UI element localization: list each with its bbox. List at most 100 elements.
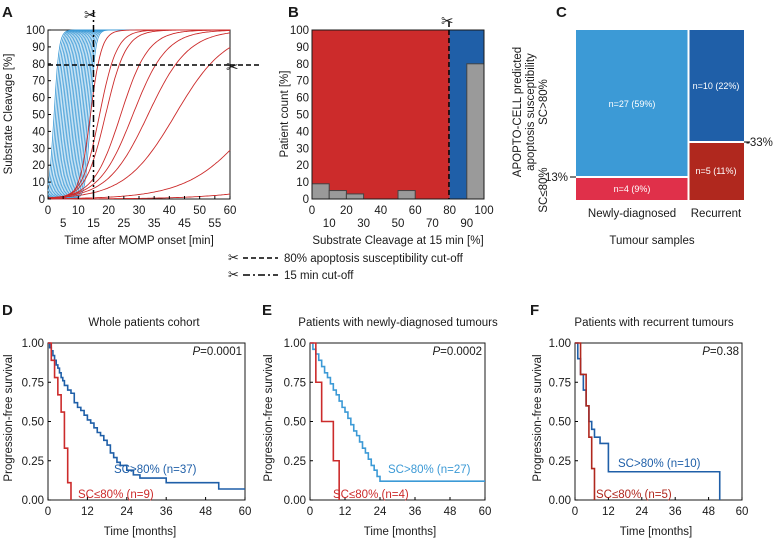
y-tick-label: 40 (296, 126, 309, 138)
panel-e-plot: 0.00 0.25 0.50 0.75 1.00 0 12 24 36 48 60 P=0.0002 S… (284, 338, 492, 518)
y-tick-label: 0.75 (284, 377, 306, 389)
x-tick-label: 25 (117, 218, 130, 230)
y-tick-label: 0.50 (284, 417, 306, 429)
km-curve-low (310, 342, 340, 500)
panel-d-label: D (2, 302, 13, 319)
mosaic-cell-recurrent-high-label: n=10 (22%) (693, 81, 740, 91)
mosaic-cell-newly-low (576, 177, 688, 200)
panel-e-xlabel: Time [months] (364, 526, 436, 538)
km-axes (574, 342, 743, 501)
km-axes (47, 342, 246, 501)
x-tick-label: 0 (45, 205, 51, 217)
panel-d-plot: 0.00 0.25 0.50 0.75 1.00 0 12 24 36 48 60 P=0.0001 S… (22, 338, 252, 518)
panel-c-mosaic: n=27 (59%) n=10 (22%) n=4 (9%) n=5 (11%)… (545, 30, 773, 200)
y-tick-label: 60 (296, 93, 309, 105)
km-curve-high (310, 342, 485, 482)
mosaic-cell-newly-low-label: n=4 (9%) (614, 184, 651, 194)
red-curve (47, 30, 231, 199)
x-tick-label: 60 (736, 506, 749, 518)
y-tick-label: 60 (32, 93, 45, 105)
x-tick-label: 12 (602, 506, 615, 518)
x-tick-label: 12 (339, 506, 352, 518)
mosaic-percent-left: 13% (545, 172, 568, 184)
y-tick-label: 30 (296, 143, 309, 155)
x-tick-label: 0 (309, 205, 315, 217)
x-tick-label: 48 (702, 506, 715, 518)
y-tick-label: 0.25 (22, 456, 44, 468)
x-tick-label: 90 (460, 218, 473, 230)
histogram-bar (311, 183, 330, 200)
x-tick-label: 24 (635, 506, 648, 518)
panel-b-label: B (288, 4, 299, 21)
scissors-icon: ✂ (84, 7, 97, 24)
x-tick-label: 45 (178, 218, 191, 230)
x-tick-label: 40 (374, 205, 387, 217)
panel-e-ylabel: Progression-free survival (263, 354, 275, 481)
panel-f-label: F (530, 302, 539, 319)
scissors-icon: ✂ (228, 250, 239, 265)
x-tick-label: 15 (87, 218, 100, 230)
y-tick-label: 20 (32, 160, 45, 172)
y-tick-label: 30 (32, 143, 45, 155)
y-tick-label: 0.75 (549, 377, 571, 389)
y-tick-label: 0 (39, 194, 45, 206)
y-tick-label: 100 (290, 25, 309, 37)
x-tick-label: 30 (357, 218, 370, 230)
panel-a-ylabel: Substrate Cleavage [%] (3, 54, 15, 175)
x-tick-label: 60 (224, 205, 237, 217)
x-tick-label: 36 (409, 506, 422, 518)
x-tick-label: 48 (444, 506, 457, 518)
x-tick-label: 10 (72, 205, 85, 217)
panel-f-title: Patients with recurrent tumours (574, 317, 733, 329)
p-value: P=0.0002 (432, 346, 482, 358)
x-tick-label: 30 (133, 205, 146, 217)
km-label-high: SC>80% (n=27) (388, 464, 471, 476)
background-susceptible-low (312, 30, 450, 199)
y-tick-label: 40 (32, 126, 45, 138)
y-tick-label: 80 (296, 59, 309, 71)
panel-d-ylabel: Progression-free survival (3, 354, 15, 481)
km-curve-low (575, 342, 596, 500)
y-tick-label: 90 (32, 42, 45, 54)
mosaic-cell-recurrent-low-label: n=5 (11%) (695, 166, 736, 176)
y-tick-label: 80 (32, 59, 45, 71)
y-tick-label: 0.00 (549, 495, 571, 507)
y-tick-label: 10 (296, 177, 309, 189)
y-tick-label: 20 (296, 160, 309, 172)
y-tick-label: 70 (32, 76, 45, 88)
red-curve (47, 29, 230, 199)
mosaic-cell-newly-high-label: n=27 (59%) (609, 99, 656, 109)
x-tick-label: 12 (81, 506, 94, 518)
x-tick-label: 70 (426, 218, 439, 230)
mosaic-cell-recurrent-high (689, 30, 744, 142)
y-tick-label: 100 (26, 25, 45, 37)
km-label-low: SC≤80% (n=4) (333, 489, 409, 501)
panel-c-xlabel-recurrent: Recurrent (691, 208, 742, 220)
x-tick-label: 0 (45, 506, 51, 518)
y-tick-label: 0.25 (549, 456, 571, 468)
panel-b-bars (311, 63, 485, 200)
km-curve-high (48, 342, 245, 490)
histogram-bar (397, 190, 416, 200)
panel-b-xlabel: Substrate Cleavage at 15 min [%] (312, 235, 483, 247)
x-tick-label: 0 (572, 506, 578, 518)
red-curve (47, 47, 231, 199)
x-tick-label: 24 (374, 506, 387, 518)
y-tick-label: 1.00 (284, 338, 306, 350)
panel-a-label: A (2, 4, 13, 21)
scissors-icon: ✂ (226, 59, 239, 76)
x-tick-label: 20 (340, 205, 353, 217)
km-label-low: SC≤80% (n=9) (78, 489, 154, 501)
y-tick-label: 0.50 (549, 417, 571, 429)
panel-c-xtitle: Tumour samples (609, 235, 694, 247)
y-tick-label: 50 (32, 110, 45, 122)
x-tick-label: 36 (160, 506, 173, 518)
histogram-bar (345, 193, 365, 200)
scissors-icon: ✂ (441, 13, 454, 30)
panel-f-xlabel: Time [months] (620, 526, 692, 538)
panel-c-ylabel-line1: APOPTO-CELL predicted (512, 47, 524, 177)
x-tick-label: 80 (443, 205, 456, 217)
